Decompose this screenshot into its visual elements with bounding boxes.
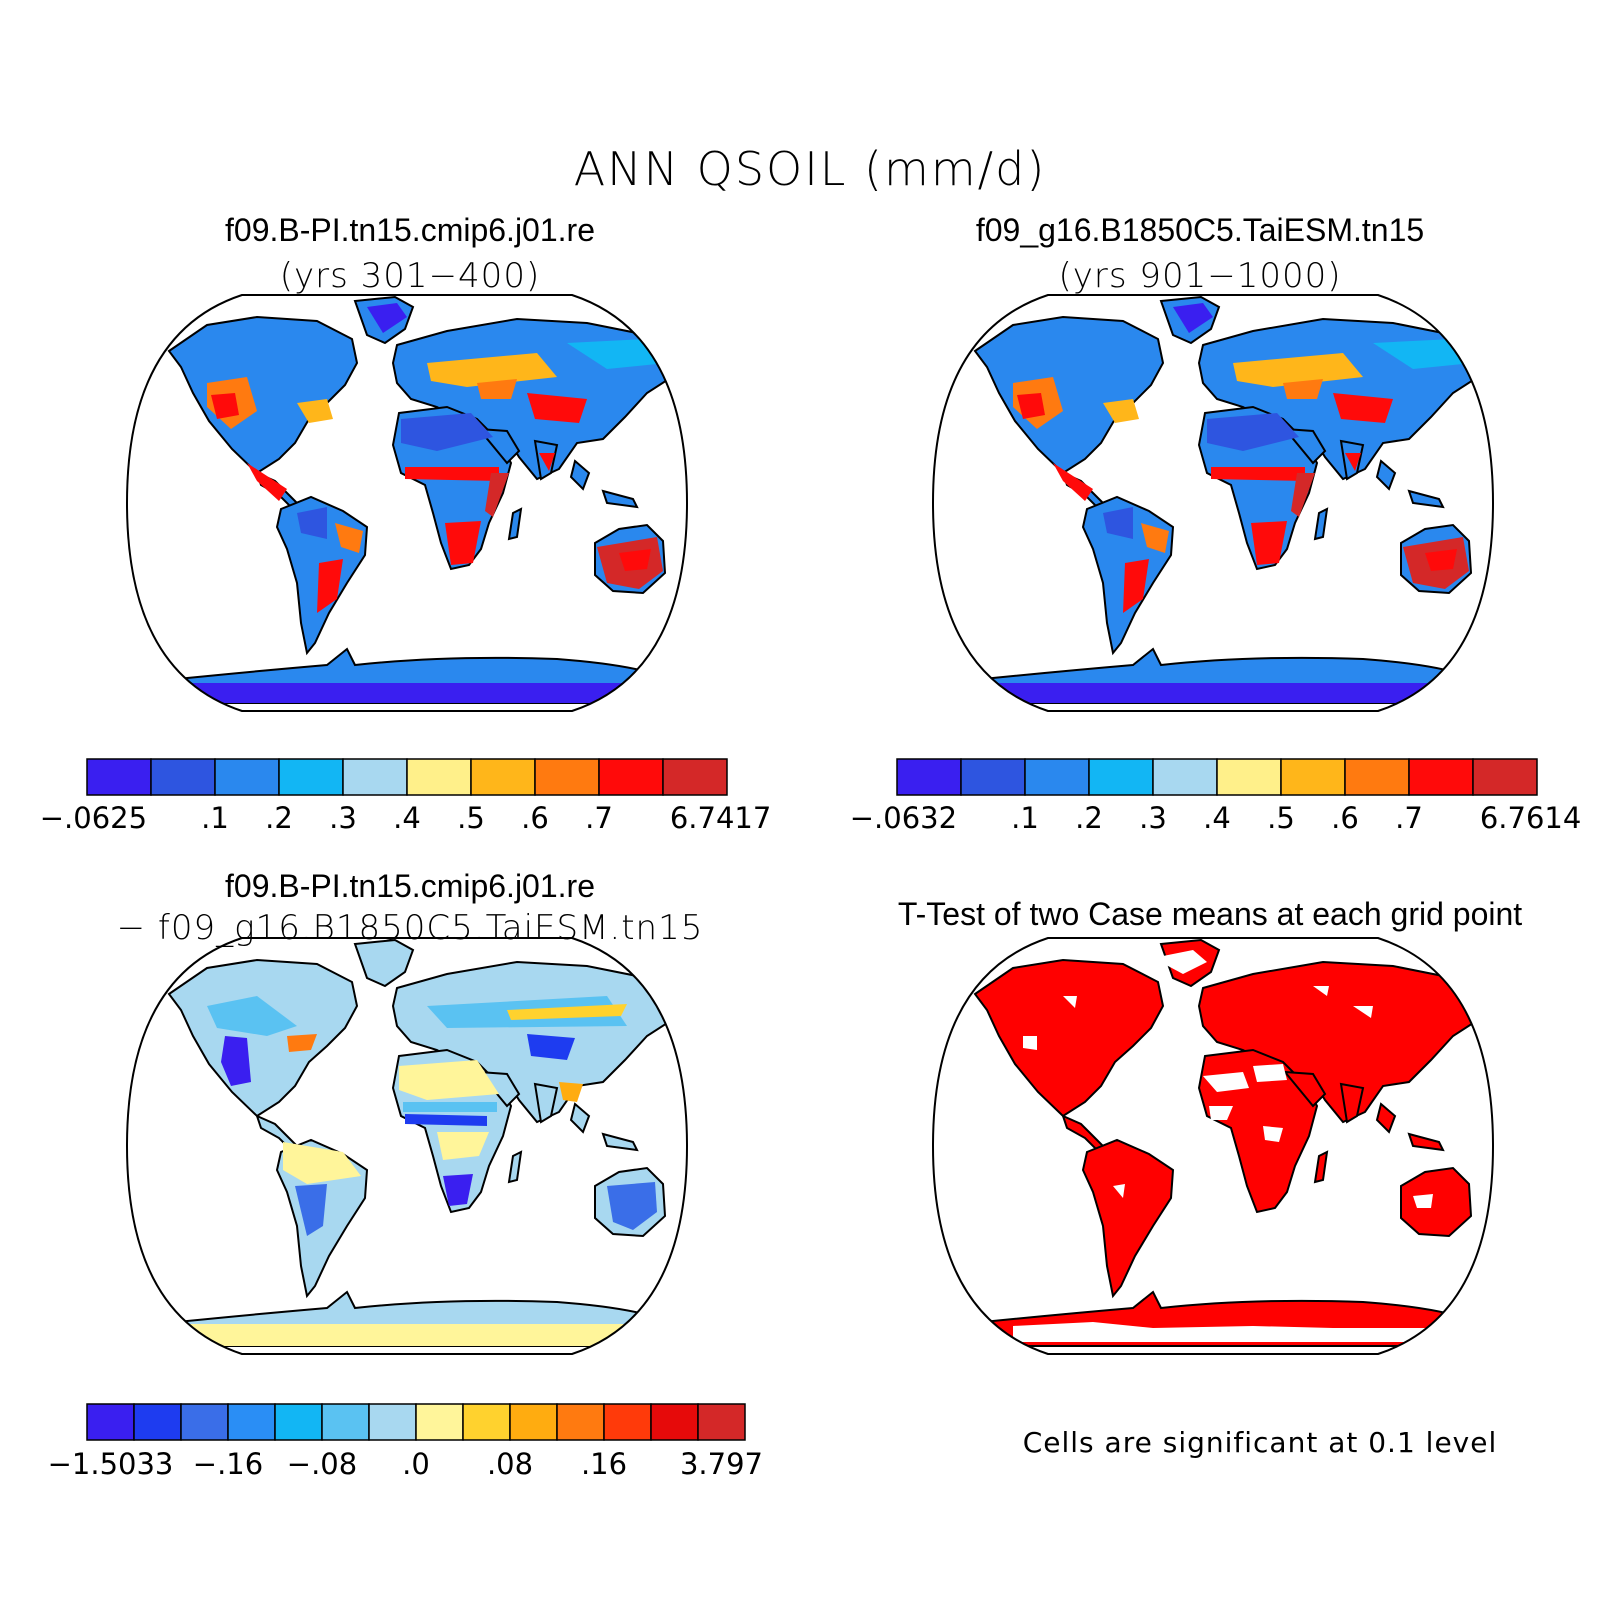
colorbar-swatch: [470, 758, 536, 796]
colorbar-tick-label: .6: [1331, 801, 1359, 835]
colorbar-swatch: [697, 1403, 746, 1441]
panel2-map: [931, 294, 1495, 712]
colorbar-swatch: [462, 1403, 511, 1441]
panel1-colorbar: −.0625 .1 .2 .3 .4 .5 .6 .7 6.7417: [40, 758, 771, 835]
colorbar-tick-label: .0: [402, 1447, 430, 1481]
colorbar-swatch: [509, 1403, 558, 1441]
colorbar-swatch: [368, 1403, 417, 1441]
colorbar-swatch: [227, 1403, 276, 1441]
colorbar-swatch: [603, 1403, 652, 1441]
colorbar-tick-label: .1: [201, 801, 229, 835]
colorbar-swatch: [1280, 758, 1346, 796]
colorbar-swatch: [1216, 758, 1282, 796]
colorbar-swatch: [133, 1403, 182, 1441]
colorbar-tick-label: .5: [457, 801, 485, 835]
colorbar-swatch: [1024, 758, 1090, 796]
colorbar-swatch: [960, 758, 1026, 796]
panel3-subtitle: − f09_g16.B1850C5.TaiESM.tn15: [116, 908, 704, 948]
colorbar-swatch: [1088, 758, 1154, 796]
colorbar-swatch: [1344, 758, 1410, 796]
colorbar-swatch: [1152, 758, 1218, 796]
colorbar-tick-label: .7: [585, 801, 613, 835]
colorbar-swatch: [150, 758, 216, 796]
panel1-years: (yrs 301−400): [279, 256, 541, 296]
panel3-colorbar: −1.5033 −.16 −.08 .0 .08 .16 3.797: [48, 1403, 763, 1481]
colorbar-swatch: [214, 758, 280, 796]
colorbar-swatch: [650, 1403, 699, 1441]
colorbar-swatch: [598, 758, 664, 796]
panel2-years: (yrs 901−1000): [1058, 256, 1342, 296]
panel1-case-title: f09.B-PI.tn15.cmip6.j01.re: [225, 212, 595, 248]
colorbar-swatch: [342, 758, 408, 796]
colorbar-tick-label: 6.7614: [1480, 801, 1581, 835]
panel4-map: [931, 937, 1495, 1355]
panel2-case-title: f09_g16.B1850C5.TaiESM.tn15: [975, 212, 1425, 248]
colorbar-tick-label: .5: [1267, 801, 1295, 835]
colorbar-tick-label: .3: [329, 801, 357, 835]
colorbar-tick-label: .6: [521, 801, 549, 835]
panel2-colorbar: −.0632 .1 .2 .3 .4 .5 .6 .7 6.7614: [850, 758, 1581, 835]
colorbar-swatch: [321, 1403, 370, 1441]
colorbar-tick-label: .3: [1139, 801, 1167, 835]
colorbar-swatch: [278, 758, 344, 796]
colorbar-tick-label: 6.7417: [670, 801, 771, 835]
colorbar-swatch: [415, 1403, 464, 1441]
panel1-map: [125, 294, 689, 712]
colorbar-swatch: [1408, 758, 1474, 796]
panel4-note: Cells are significant at 0.1 level: [1022, 1426, 1498, 1459]
colorbar-tick-label: 3.797: [680, 1447, 763, 1481]
colorbar-swatch: [274, 1403, 323, 1441]
colorbar-tick-label: −.0625: [40, 801, 147, 835]
colorbar-swatch: [86, 1403, 135, 1441]
colorbar-tick-label: −.08: [287, 1447, 357, 1481]
colorbar-tick-label: .4: [1203, 801, 1231, 835]
colorbar-tick-label: .08: [487, 1447, 533, 1481]
colorbar-swatch: [180, 1403, 229, 1441]
colorbar-swatch: [556, 1403, 605, 1441]
panel4-title: T-Test of two Case means at each grid po…: [897, 896, 1523, 932]
colorbar-tick-label: −.16: [193, 1447, 263, 1481]
colorbar-swatch: [406, 758, 472, 796]
colorbar-tick-label: .7: [1395, 801, 1423, 835]
colorbar-tick-label: .4: [393, 801, 421, 835]
colorbar-swatch: [662, 758, 728, 796]
main-title: ANN QSOIL (mm/d): [573, 142, 1047, 196]
colorbar-tick-label: −.0632: [850, 801, 957, 835]
panel3-case-title: f09.B-PI.tn15.cmip6.j01.re: [225, 868, 595, 904]
colorbar-tick-label: .2: [1075, 801, 1103, 835]
colorbar-tick-label: .2: [265, 801, 293, 835]
panel3-map: [125, 937, 689, 1355]
colorbar-tick-label: .1: [1011, 801, 1039, 835]
colorbar-tick-label: −1.5033: [48, 1447, 174, 1481]
colorbar-swatch: [534, 758, 600, 796]
colorbar-swatch: [86, 758, 152, 796]
colorbar-swatch: [1472, 758, 1538, 796]
colorbar-tick-label: .16: [581, 1447, 627, 1481]
colorbar-swatch: [896, 758, 962, 796]
